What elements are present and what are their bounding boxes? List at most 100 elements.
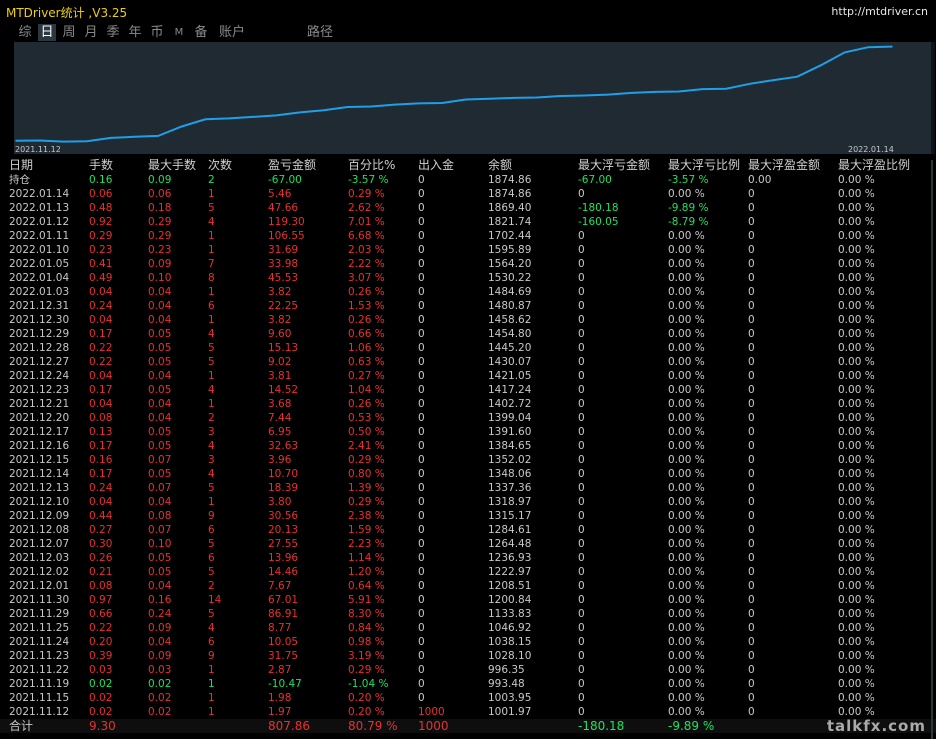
cell-balance: 1348.06: [488, 468, 532, 480]
table-row[interactable]: 2021.11.29 0.66 0.24 5 86.91 8.30 % 0 1133.83 0 0…: [0, 607, 936, 621]
cell-pnl: 8.77: [268, 622, 292, 634]
cell-max-loss: 0: [578, 524, 585, 536]
table-row[interactable]: 2021.12.16 0.17 0.05 4 32.63 2.41 % 0 1384.65 0 0…: [0, 439, 936, 453]
cell-lots: 0.24: [89, 482, 113, 494]
table-row[interactable]: 2021.12.17 0.13 0.05 3 6.95 0.50 % 0 1391.60 0 0.…: [0, 425, 936, 439]
header-max-loss[interactable]: 最大浮亏金额: [578, 158, 651, 172]
table-row[interactable]: 2021.11.23 0.39 0.09 9 31.75 3.19 % 0 1028.10 0 0…: [0, 649, 936, 663]
header-lots[interactable]: 手数: [89, 158, 114, 172]
cell-pnl: 31.69: [268, 244, 299, 256]
table-row[interactable]: 2021.12.15 0.16 0.07 3 3.96 0.29 % 0 1352.02 0 0.…: [0, 453, 936, 467]
header-max-lots[interactable]: 最大手数: [148, 158, 197, 172]
table-row[interactable]: 2021.12.07 0.30 0.10 5 27.55 2.23 % 0 1264.48 0 0…: [0, 537, 936, 551]
header-count[interactable]: 次数: [208, 158, 233, 172]
table-row[interactable]: 2021.12.08 0.27 0.07 6 20.13 1.59 % 0 1284.61 0 0…: [0, 523, 936, 537]
table-row[interactable]: 2021.11.12 0.02 0.02 1 1.97 0.20 % 1000 1001.97…: [0, 705, 936, 719]
cell-count: 4: [208, 622, 215, 634]
table-scrollbar[interactable]: [931, 160, 933, 739]
table-row[interactable]: 2021.12.28 0.22 0.05 5 15.13 1.06 % 0 1445.20 0 0…: [0, 341, 936, 355]
header-balance[interactable]: 余额: [488, 158, 513, 172]
table-row[interactable]: 2022.01.14 0.06 0.06 1 5.46 0.29 % 0 1874.86 0 0.…: [0, 187, 936, 201]
site-url-link[interactable]: http://mtdriver.cn: [831, 5, 928, 18]
tab-yearly[interactable]: 年: [128, 25, 142, 40]
table-row[interactable]: 2021.12.27 0.22 0.05 5 9.02 0.63 % 0 1430.07 0 0.…: [0, 355, 936, 369]
tab-daily[interactable]: 日: [38, 24, 56, 41]
total-row[interactable]: 合计 9.30 807.86 80.79 % 1000 -180.18 -9.89 %: [0, 719, 936, 733]
table-row[interactable]: 2021.12.23 0.17 0.05 4 14.52 1.04 % 0 1417.24 0 0…: [0, 383, 936, 397]
table-row[interactable]: 2021.12.01 0.08 0.04 2 7.67 0.64 % 0 1208.51 0 0.…: [0, 579, 936, 593]
holding-row[interactable]: 持仓 0.16 0.09 2 -67.00 -3.57 % 0 1874.86 -67.00 -3…: [0, 173, 936, 187]
table-row[interactable]: 2021.12.29 0.17 0.05 4 9.60 0.66 % 0 1454.80 0 0.…: [0, 327, 936, 341]
cell-flow: 0: [418, 216, 425, 228]
table-row[interactable]: 2022.01.10 0.23 0.23 1 31.69 2.03 % 0 1595.89 0 0…: [0, 243, 936, 257]
table-row[interactable]: 2021.12.20 0.08 0.04 2 7.44 0.53 % 0 1399.04 0 0.…: [0, 411, 936, 425]
table-row[interactable]: 2021.12.10 0.04 0.04 1 3.80 0.29 % 0 1318.97 0 0.…: [0, 495, 936, 509]
table-row[interactable]: 2022.01.13 0.48 0.18 5 47.66 2.62 % 0 1869.40 -1…: [0, 201, 936, 215]
header-pnl[interactable]: 盈亏金额: [268, 158, 317, 172]
tab-magic[interactable]: M: [174, 27, 184, 38]
table-row[interactable]: 2021.11.25 0.22 0.09 4 8.77 0.84 % 0 1046.92 0 0.…: [0, 621, 936, 635]
header-max-gain[interactable]: 最大浮盈金额: [748, 158, 821, 172]
cell-count: 5: [208, 202, 215, 214]
tab-currency[interactable]: 币: [150, 25, 164, 40]
cell-max-gain: 0: [748, 706, 755, 718]
tab-path[interactable]: 路径: [306, 25, 333, 40]
table-row[interactable]: 2021.12.21 0.04 0.04 1 3.68 0.26 % 0 1402.72 0 0.…: [0, 397, 936, 411]
header-max-loss-pct[interactable]: 最大浮亏比例: [668, 158, 741, 172]
tab-quarterly[interactable]: 季: [106, 25, 120, 40]
table-row[interactable]: 2021.12.31 0.24 0.04 6 22.25 1.53 % 0 1480.87 0 0…: [0, 299, 936, 313]
table-row[interactable]: 2022.01.04 0.49 0.10 8 45.53 3.07 % 0 1530.22 0 0…: [0, 271, 936, 285]
table-row[interactable]: 2021.12.30 0.04 0.04 1 3.82 0.26 % 0 1458.62 0 0.…: [0, 313, 936, 327]
table-row[interactable]: 2022.01.05 0.41 0.09 7 33.98 2.22 % 0 1564.20 0 0…: [0, 257, 936, 271]
cell-pct: 80.79 %: [348, 719, 398, 733]
header-pct[interactable]: 百分比%: [348, 158, 396, 172]
table-row[interactable]: 2021.12.02 0.21 0.05 5 14.46 1.20 % 0 1222.97 0 0…: [0, 565, 936, 579]
tab-account[interactable]: 账户: [218, 25, 245, 40]
cell-max-gain: 0: [748, 552, 755, 564]
tab-notes[interactable]: 备: [194, 25, 208, 40]
cell-max-lots: 0.05: [148, 552, 172, 564]
cell-max-gain: 0: [748, 496, 755, 508]
table-row[interactable]: 2021.11.22 0.03 0.03 1 2.87 0.29 % 0 996.35 0 0.0…: [0, 663, 936, 677]
cell-max-loss-pct: 0.00 %: [668, 650, 705, 662]
cell-pct: 2.23 %: [348, 538, 385, 550]
header-max-gain-pct[interactable]: 最大浮盈比例: [838, 158, 911, 172]
cell-balance: 1874.86: [488, 188, 532, 200]
table-row[interactable]: 2021.12.13 0.24 0.07 5 18.39 1.39 % 0 1337.36 0 0…: [0, 481, 936, 495]
tab-summary[interactable]: 综: [18, 25, 32, 40]
header-flow[interactable]: 出入金: [418, 158, 455, 172]
table-row[interactable]: 2021.11.24 0.20 0.04 6 10.05 0.98 % 0 1038.15 0 0…: [0, 635, 936, 649]
cell-max-loss: 0: [578, 314, 585, 326]
cell-date: 2021.12.09: [9, 510, 70, 522]
balance-point: [204, 118, 207, 121]
table-row[interactable]: 2021.12.14 0.17 0.05 4 10.70 0.80 % 0 1348.06 0 0…: [0, 467, 936, 481]
table-row[interactable]: 2022.01.11 0.29 0.29 1 106.55 6.68 % 0 1702.44 0…: [0, 229, 936, 243]
cell-pct: 0.50 %: [348, 426, 385, 438]
header-date[interactable]: 日期: [9, 158, 34, 172]
table-row[interactable]: 2021.11.15 0.02 0.02 1 1.98 0.20 % 0 1003.95 0 0.…: [0, 691, 936, 705]
cell-pct: 0.20 %: [348, 692, 385, 704]
table-row[interactable]: 2022.01.12 0.92 0.29 4 119.30 7.01 % 0 1821.74 -…: [0, 215, 936, 229]
cell-lots: 0.16: [89, 454, 113, 466]
cell-flow: 0: [418, 356, 425, 368]
table-row[interactable]: 2022.01.03 0.04 0.04 1 3.82 0.26 % 0 1484.69 0 0.…: [0, 285, 936, 299]
cell-pnl: 45.53: [268, 272, 299, 284]
tab-weekly[interactable]: 周: [62, 25, 76, 40]
cell-date: 2021.12.03: [9, 552, 70, 564]
cell-max-lots: 0.02: [148, 678, 172, 690]
cell-count: 4: [208, 384, 215, 396]
table-row[interactable]: 2021.12.03 0.26 0.05 6 13.96 1.14 % 0 1236.93 0 0…: [0, 551, 936, 565]
cell-max-gain: 0: [748, 650, 755, 662]
cell-pnl: 9.02: [268, 356, 292, 368]
cell-pct: 1.39 %: [348, 482, 385, 494]
cell-max-lots: 0.03: [148, 664, 172, 676]
table-row[interactable]: 2021.12.09 0.44 0.08 9 30.56 2.38 % 0 1315.17 0 0…: [0, 509, 936, 523]
table-row[interactable]: 2021.11.30 0.97 0.16 14 67.01 5.91 % 0 1200.84 0…: [0, 593, 936, 607]
cell-pnl: 67.01: [268, 594, 299, 606]
cell-max-lots: 0.04: [148, 412, 172, 424]
cell-count: 1: [208, 188, 215, 200]
table-row[interactable]: 2021.12.24 0.04 0.04 1 3.81 0.27 % 0 1421.05 0 0.…: [0, 369, 936, 383]
table-row[interactable]: 2021.11.19 0.02 0.02 1 -10.47 -1.04 % 0 993.48 0…: [0, 677, 936, 691]
tab-monthly[interactable]: 月: [84, 25, 98, 40]
cell-pct: 0.20 %: [348, 706, 385, 718]
